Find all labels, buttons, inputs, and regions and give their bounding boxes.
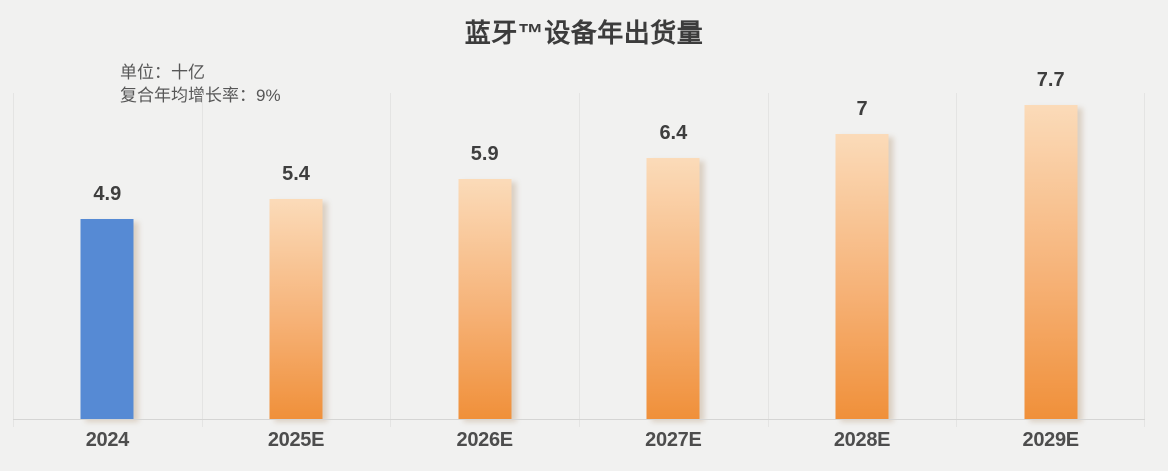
forecast-bar-2029E: [1024, 105, 1078, 419]
bar-column: 4.9: [13, 93, 202, 419]
forecast-bar-2026E: [458, 178, 512, 419]
cagr-note: 复合年均增长率：9%: [120, 86, 281, 105]
x-axis-line: [13, 419, 1145, 420]
bar-column: 5.9: [390, 93, 579, 419]
value-label: 6.4: [659, 122, 688, 145]
bar-column: 7: [768, 93, 957, 419]
x-tick-label-2027E: 2027E: [645, 429, 702, 451]
value-label: 7: [856, 97, 868, 120]
value-label: 5.4: [282, 162, 310, 185]
gridline: [956, 93, 958, 427]
gridline: [767, 93, 769, 427]
value-label: 4.9: [93, 183, 122, 206]
x-tick-label-2026E: 2026E: [456, 429, 514, 451]
chart-title: 蓝牙™设备年出货量: [464, 18, 704, 48]
forecast-bar-2025E: [269, 198, 323, 419]
x-tick-label-2025E: 2025E: [267, 429, 325, 451]
x-axis-labels: 2024 2025E 2026E 2027E 2028E 2029E: [13, 429, 1145, 452]
x-tick-label-2028E: 2028E: [833, 429, 891, 451]
value-label: 5.9: [470, 142, 499, 165]
value-label: 7.7: [1036, 69, 1065, 92]
forecast-bar-2028E: [835, 133, 889, 419]
plot-area: 4.9 5.4 5.9 6.4 7 7.7: [13, 69, 1145, 427]
gridline: [1144, 93, 1145, 427]
bar-columns: 4.9 5.4 5.9 6.4 7 7.7: [13, 69, 1145, 419]
gridline: [201, 93, 203, 427]
x-tick-label-2029E: 2029E: [1022, 429, 1080, 451]
bar-column: 6.4: [579, 93, 768, 419]
x-tick-label-2024: 2024: [85, 429, 130, 451]
forecast-bar-2027E: [646, 158, 700, 419]
gridline: [13, 93, 14, 427]
gridline: [390, 93, 392, 427]
bar-column: 7.7: [956, 69, 1145, 419]
gridline: [579, 93, 580, 427]
actual-bar-2024: [80, 219, 134, 419]
unit-note: 单位：十亿: [120, 63, 205, 82]
chart-subtitle: 单位：十亿 复合年均增长率：9%: [120, 61, 281, 107]
bar-column: 5.4: [202, 93, 391, 419]
